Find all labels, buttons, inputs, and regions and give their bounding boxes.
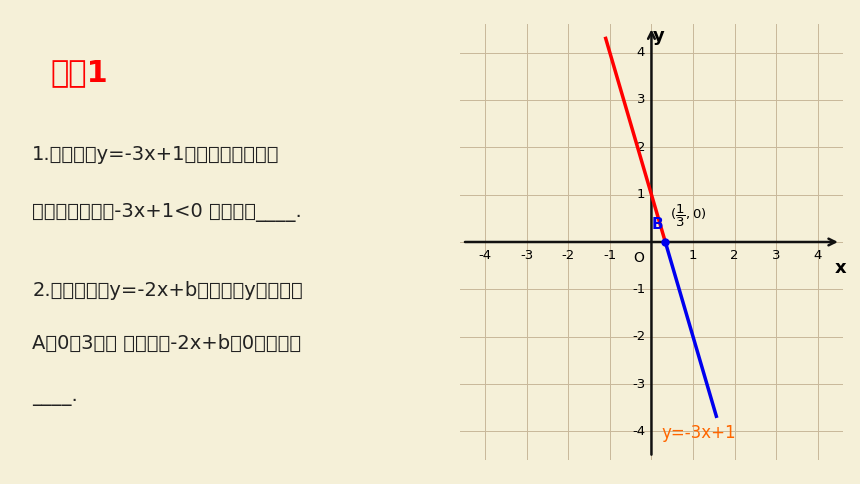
Text: -4: -4 xyxy=(632,425,645,438)
Text: 练习1: 练习1 xyxy=(51,58,108,87)
Text: 4: 4 xyxy=(814,249,822,262)
Text: 1: 1 xyxy=(689,249,697,262)
Text: -3: -3 xyxy=(632,378,645,391)
Text: A（0，3）， 则不等式-2x+b＞0的解集为: A（0，3）， 则不等式-2x+b＞0的解集为 xyxy=(32,334,301,353)
Text: 1: 1 xyxy=(636,188,645,201)
Text: -1: -1 xyxy=(603,249,617,262)
Text: 1.一次函数y=-3x+1的图象如图所示，: 1.一次函数y=-3x+1的图象如图所示， xyxy=(32,145,280,164)
Text: O: O xyxy=(633,251,644,265)
Text: 一元一次不等式-3x+1<0 的解集为____.: 一元一次不等式-3x+1<0 的解集为____. xyxy=(32,203,302,222)
Text: B: B xyxy=(652,216,663,231)
Text: -3: -3 xyxy=(520,249,533,262)
Text: 3: 3 xyxy=(636,93,645,106)
Text: x: x xyxy=(835,258,846,276)
Text: 3: 3 xyxy=(772,249,781,262)
Text: -2: -2 xyxy=(632,330,645,343)
Text: y: y xyxy=(653,27,665,45)
Text: 2.若一次函数y=-2x+b的图像与y轴交于点: 2.若一次函数y=-2x+b的图像与y轴交于点 xyxy=(32,281,303,300)
Text: -2: -2 xyxy=(562,249,574,262)
Text: y=-3x+1: y=-3x+1 xyxy=(662,424,736,442)
Text: 2: 2 xyxy=(730,249,739,262)
Text: -4: -4 xyxy=(478,249,492,262)
Text: 2: 2 xyxy=(636,141,645,154)
Text: 4: 4 xyxy=(637,46,645,59)
Text: $(\dfrac{1}{3},0)$: $(\dfrac{1}{3},0)$ xyxy=(670,203,707,229)
Text: ____.: ____. xyxy=(32,387,78,406)
Text: -1: -1 xyxy=(632,283,645,296)
